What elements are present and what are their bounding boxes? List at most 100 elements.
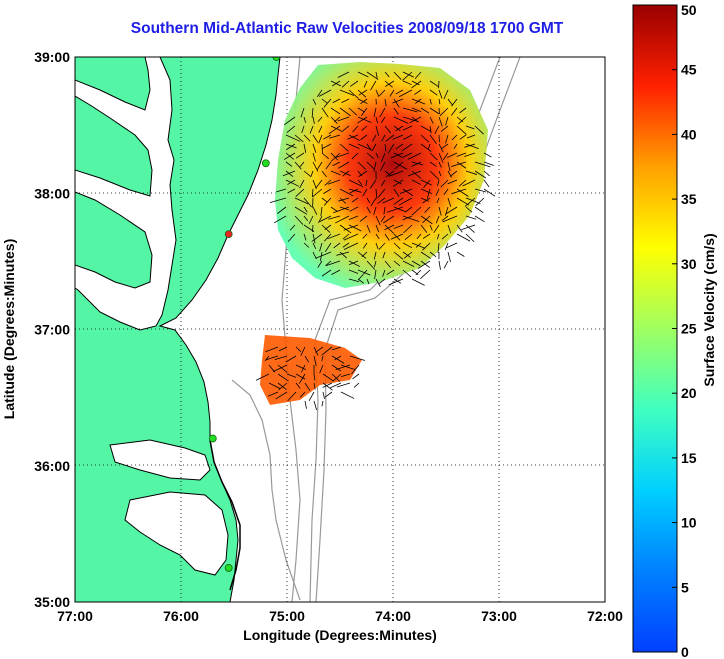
velocity-vector xyxy=(374,269,377,279)
velocity-vector xyxy=(303,197,312,208)
velocity-vector xyxy=(312,188,323,198)
velocity-vector xyxy=(339,197,347,204)
velocity-vector xyxy=(456,251,465,257)
velocity-vector xyxy=(443,89,449,100)
velocity-vector xyxy=(315,251,332,259)
velocity-vector xyxy=(357,107,366,113)
velocity-vector xyxy=(331,373,341,382)
velocity-vector xyxy=(429,98,432,105)
velocity-vector xyxy=(438,152,444,163)
velocity-vector xyxy=(474,206,484,214)
velocity-vector xyxy=(465,125,475,130)
velocity-vector xyxy=(393,224,404,229)
velocity-vector xyxy=(320,206,323,217)
velocity-vector xyxy=(373,107,377,117)
velocity-vector xyxy=(278,382,288,391)
velocity-vector xyxy=(456,188,469,197)
velocity-vector xyxy=(327,233,341,240)
velocity-vector xyxy=(315,346,324,353)
velocity-vector xyxy=(358,89,368,96)
velocity-vector xyxy=(451,98,458,107)
velocity-vector xyxy=(317,215,332,223)
velocity-vector xyxy=(319,251,323,262)
velocity-vector xyxy=(402,215,420,222)
colorbar-tick-label: 30 xyxy=(681,256,697,272)
velocity-vector xyxy=(347,134,359,140)
velocity-vector xyxy=(384,98,387,107)
colorbar-label: Surface Velocity (cm/s) xyxy=(701,233,717,386)
velocity-vector xyxy=(339,170,351,176)
velocity-vector xyxy=(274,355,288,361)
velocity-vector xyxy=(429,170,440,180)
velocity-vector xyxy=(415,98,422,104)
velocity-vector xyxy=(319,364,324,374)
velocity-vector xyxy=(326,260,341,267)
velocity-vector xyxy=(331,80,341,87)
velocity-vector xyxy=(366,260,376,270)
velocity-vector xyxy=(429,224,433,231)
velocity-vector xyxy=(330,107,341,115)
velocity-vector xyxy=(334,116,341,123)
velocity-vector xyxy=(339,224,352,234)
velocity-vector xyxy=(287,233,296,243)
velocity-vector xyxy=(357,116,368,124)
velocity-vector xyxy=(366,197,371,204)
velocity-vector xyxy=(303,143,307,153)
plot-frame xyxy=(74,56,606,603)
velocity-vector xyxy=(392,134,404,140)
velocity-vector xyxy=(351,364,360,375)
velocity-vector xyxy=(360,134,368,141)
velocity-vector xyxy=(393,116,409,124)
velocity-vector xyxy=(405,206,413,213)
velocity-vector xyxy=(328,215,341,220)
velocity-vector xyxy=(371,143,377,152)
x-tick-labels: 77:00 76:00 75:00 74:00 73:00 72:00 xyxy=(57,608,623,624)
velocity-vector xyxy=(466,134,476,139)
velocity-vector xyxy=(331,269,341,275)
velocity-vector xyxy=(366,206,371,214)
velocity-vector xyxy=(277,206,287,214)
velocity-vector xyxy=(268,382,281,389)
velocity-vector xyxy=(324,179,332,186)
velocity-vector xyxy=(458,179,467,187)
velocity-vector xyxy=(382,197,395,204)
velocity-vector xyxy=(362,242,368,249)
velocity-vector xyxy=(420,125,432,132)
x-axis-label: Longitude (Degrees:Minutes) xyxy=(243,627,437,643)
velocity-vector xyxy=(335,215,350,224)
velocity-vector xyxy=(386,206,404,213)
velocity-vector xyxy=(323,197,332,206)
velocity-vector xyxy=(255,373,270,381)
velocity-vector xyxy=(304,355,310,363)
velocity-vector xyxy=(393,71,402,80)
velocity-vector xyxy=(303,215,309,221)
velocity-vector xyxy=(336,251,350,256)
velocity-vector xyxy=(303,206,308,213)
y-tick-label: 35:00 xyxy=(34,594,70,610)
velocity-vector xyxy=(443,188,449,196)
velocity-vector xyxy=(324,242,332,253)
velocity-vector xyxy=(385,134,395,142)
velocity-vector xyxy=(341,98,350,104)
velocity-vector xyxy=(365,179,368,186)
velocity-vector xyxy=(341,80,350,88)
velocity-vector xyxy=(294,206,308,215)
velocity-vector xyxy=(402,107,418,113)
velocity-vector xyxy=(388,170,404,177)
velocity-vector xyxy=(277,364,288,373)
velocity-vector xyxy=(411,80,422,89)
velocity-vector xyxy=(309,125,314,134)
velocity-vector xyxy=(348,107,358,116)
velocity-vector xyxy=(357,71,369,78)
velocity-vector xyxy=(402,152,413,158)
velocity-vector xyxy=(360,98,368,105)
velocity-vector xyxy=(321,143,332,150)
velocity-vector xyxy=(411,80,420,86)
velocity-vector xyxy=(411,206,422,216)
velocity-vector xyxy=(445,116,449,126)
velocity-vector xyxy=(335,364,351,371)
velocity-vector xyxy=(357,143,372,151)
velocity-vector xyxy=(420,215,433,225)
velocity-vector xyxy=(411,98,426,105)
velocity-vector xyxy=(294,134,304,143)
